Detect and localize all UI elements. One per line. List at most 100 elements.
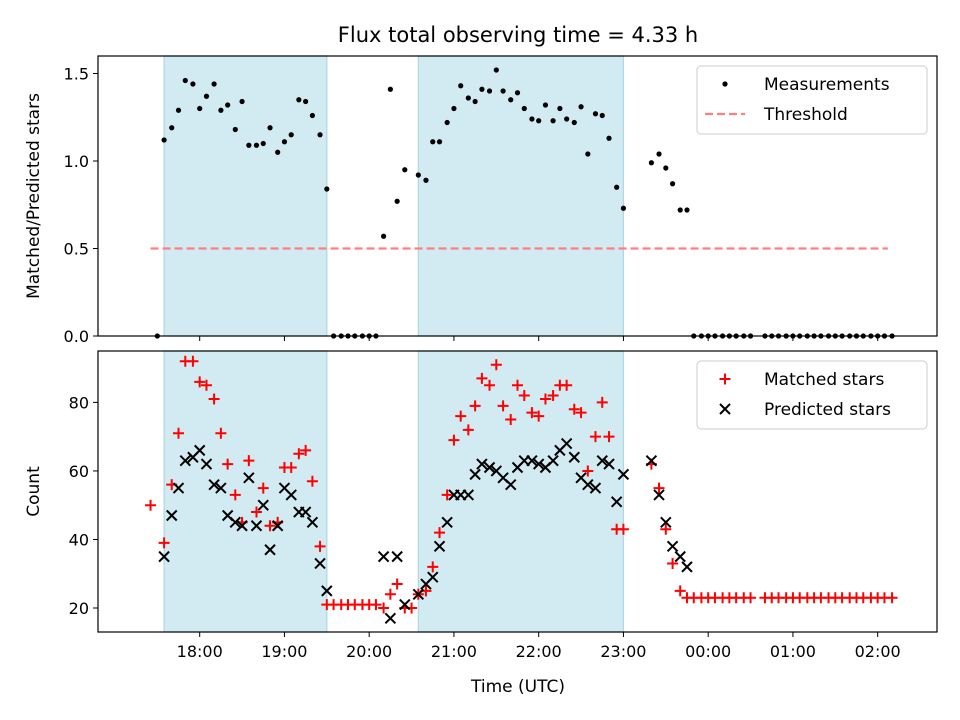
matched-star-point [490, 359, 502, 371]
predicted-star-point [476, 458, 488, 470]
legend-label: Threshold [763, 105, 848, 125]
measurement-point [246, 142, 252, 148]
chart-title: Flux total observing time = 4.33 h [338, 23, 698, 47]
predicted-star-point [617, 468, 630, 481]
measurement-point [260, 140, 266, 147]
measurement-point [564, 116, 570, 122]
measurement-point [218, 107, 224, 113]
matched-star-point [476, 372, 488, 384]
predicted-star-point [427, 571, 439, 583]
matched-star-point [264, 520, 276, 532]
matched-star-point [222, 458, 234, 470]
matched-star-point [427, 561, 439, 573]
predicted-star-point [306, 516, 319, 529]
predicted-star-point [299, 506, 312, 518]
measurement-point [606, 135, 612, 141]
y-tick-label: 20 [69, 599, 89, 618]
x-tick-label: 02:00 [855, 642, 901, 661]
predicted-star-point [660, 516, 672, 529]
matched-star-point [462, 424, 474, 436]
y-axis-label: Matched/Predicted stars [24, 93, 44, 299]
measurement-point [203, 93, 210, 99]
measurement-point [648, 160, 655, 166]
measurement-point [536, 118, 542, 124]
legend-marker-x [719, 403, 731, 415]
predicted-star-point [653, 489, 665, 501]
measurement-point [465, 95, 471, 101]
predicted-star-point [547, 454, 559, 467]
matched-star-point [314, 540, 326, 552]
measurement-point [684, 207, 690, 213]
measurement-point [472, 98, 478, 105]
predicted-star-point [236, 520, 248, 532]
predicted-star-point [674, 550, 686, 563]
matched-star-point [243, 455, 255, 467]
predicted-star-point [193, 444, 206, 457]
measurement-point [317, 132, 323, 138]
measurement-point [296, 97, 302, 103]
shaded-interval [417, 55, 625, 337]
matched-star-point [293, 448, 305, 460]
matched-star-point [667, 557, 679, 569]
predicted-star-point [285, 489, 297, 501]
matched-star-point [229, 489, 241, 501]
predicted-star-point [462, 489, 475, 501]
matched-star-point [533, 410, 545, 422]
matched-star-point [145, 499, 157, 511]
predicted-star-point [391, 550, 403, 563]
matched-star-point [215, 427, 227, 439]
matched-star-point [512, 379, 523, 391]
predicted-star-point [314, 557, 326, 570]
matched-star-point [455, 410, 467, 422]
predicted-star-point [560, 437, 573, 450]
measurement-point [303, 98, 309, 105]
predicted-star-point [243, 472, 255, 484]
predicted-star-point [215, 482, 227, 494]
measurement-point [592, 111, 599, 117]
matched-star-point [250, 506, 262, 518]
y-tick-label: 0.0 [64, 327, 89, 346]
measurement-point [521, 105, 527, 112]
y-tick-label: 1.0 [64, 152, 89, 171]
measurement-point [571, 119, 577, 126]
measurement-point [656, 151, 662, 157]
measurement-point [436, 139, 443, 145]
matched-star-point [526, 407, 538, 419]
x-axis-label: Time (UTC) [470, 677, 565, 697]
measurement-point [458, 83, 464, 89]
matched-star-point [257, 482, 269, 494]
matched-star-point [208, 393, 220, 405]
measurement-point [486, 88, 493, 94]
matched-star-point [539, 393, 551, 405]
predicted-star-point [172, 482, 185, 494]
matched-star-point [589, 431, 601, 443]
measurement-point [281, 139, 288, 145]
matched-star-point [391, 578, 403, 590]
legend: Matched stars Predicted stars [696, 360, 928, 430]
predicted-star-point [532, 458, 545, 470]
predicted-star-point [589, 482, 602, 494]
axes-frame [97, 350, 938, 633]
y-tick-label: 1.5 [64, 65, 89, 84]
x-tick-label: 00:00 [685, 642, 731, 661]
matched-star-point [568, 403, 580, 415]
measurement-point [190, 81, 196, 87]
measurement-point [599, 112, 605, 119]
x-tick-label: 20:00 [346, 642, 392, 661]
measurement-point [415, 172, 421, 178]
matched-star-point [194, 376, 206, 388]
y-tick-label: 40 [69, 530, 89, 549]
predicted-star-point [250, 520, 263, 532]
measurement-point [529, 116, 535, 122]
measurement-point [508, 97, 514, 103]
matched-star-point [285, 462, 297, 474]
x-tick-label: 23:00 [600, 642, 646, 661]
predicted-star-point [158, 550, 170, 563]
predicted-star-point [208, 478, 220, 491]
measurement-point [387, 86, 393, 92]
measurement-point [161, 137, 167, 143]
legend-box [696, 360, 928, 430]
measurement-point [578, 104, 584, 110]
matched-star-point [384, 588, 396, 600]
